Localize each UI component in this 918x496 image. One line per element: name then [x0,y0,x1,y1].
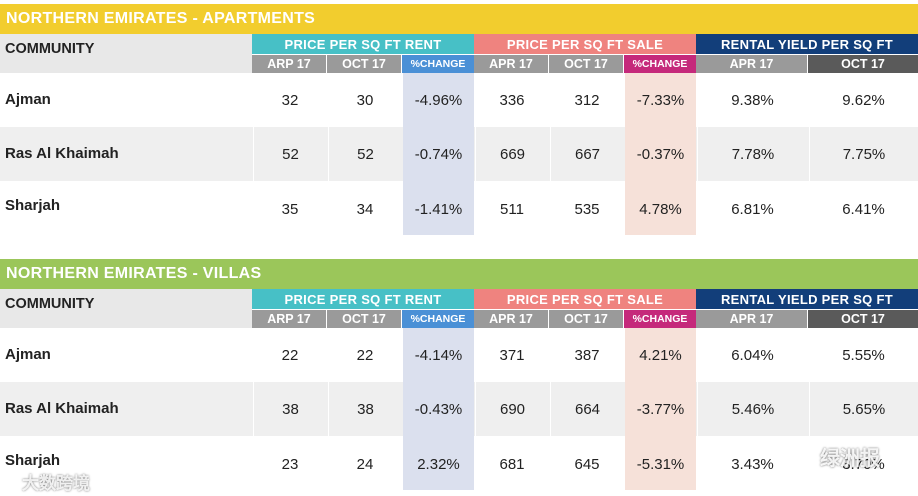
rent-group-header: PRICE PER SQ FT RENT [252,289,474,309]
community-name: Ras Al Khaimah [5,145,119,162]
community-header: COMMUNITY [0,34,252,73]
cell-sale-change: 4.78% [625,181,696,235]
rent-oct-subheader: OCT 17 [327,310,401,328]
cell-sale-change: -5.31% [625,436,696,490]
sale-group-header: PRICE PER SQ FT SALE [474,289,696,309]
rent-apr-subheader: ARP 17 [252,55,326,73]
cell-sale-change: -3.77% [625,382,696,436]
rent-group-header: PRICE PER SQ FT RENT [252,34,474,54]
cell-yield-oct: 9.62% [842,91,885,109]
cell-sale-change: -7.33% [625,73,696,127]
watermark-right: 绿洲报 [784,442,880,471]
cell-yield-oct: 5.55% [842,346,885,364]
villas-table: COMMUNITY PRICE PER SQ FT RENT PRICE PER S… [0,289,918,490]
sale-oct-subheader: OCT 17 [549,55,623,73]
yield-oct-subheader: OCT 17 [808,55,918,73]
sale-apr-subheader: APR 17 [474,55,548,73]
cell-yield-apr: 3.43% [731,456,774,473]
cell-sale-apr: 669 [475,127,549,181]
cell-sale-change: -0.37% [625,127,696,181]
apartments-title: NORTHERN EMIRATES - APARTMENTS [0,4,918,34]
community-name: Ras Al Khaimah [5,400,119,417]
cell-sale-oct: 664 [550,382,624,436]
cell-rent-apr: 23 [281,456,299,473]
sale-change-subheader: %CHANGE [624,310,696,328]
cell-yield-apr: 7.78% [697,127,808,181]
rent-change-subheader: %CHANGE [402,310,474,328]
rent-change-subheader: %CHANGE [402,55,474,73]
cell-sale-oct: 312 [574,91,600,109]
cell-rent-oct: 24 [356,456,374,473]
cell-yield-oct: 3.70% [842,456,885,473]
cell-sale-oct: 535 [574,201,600,218]
sale-change-subheader: %CHANGE [624,55,696,73]
cell-rent-apr: 22 [281,346,299,364]
cell-rent-change: -0.43% [403,382,474,436]
cell-yield-apr: 6.81% [731,201,774,218]
cell-sale-oct: 645 [574,456,600,473]
rent-oct-subheader: OCT 17 [327,55,401,73]
cell-rent-apr: 35 [281,201,299,218]
sale-oct-subheader: OCT 17 [549,310,623,328]
cell-rent-oct: 38 [328,382,402,436]
cell-rent-change: -1.41% [403,181,474,235]
watermark-right-text: 绿洲报 [820,448,880,470]
cell-sale-apr: 336 [499,91,525,109]
cell-rent-change: -0.74% [403,127,474,181]
cell-rent-change: -4.96% [403,73,474,127]
cell-yield-oct: 7.75% [809,127,918,181]
cell-rent-apr: 38 [253,382,327,436]
cell-yield-apr: 6.04% [731,346,774,364]
rent-apr-subheader: ARP 17 [252,310,326,328]
cell-rent-change: -4.14% [403,328,474,382]
sale-apr-subheader: APR 17 [474,310,548,328]
watermark-left-text: 大数跨境 [22,474,90,493]
cell-rent-apr: 32 [281,91,299,109]
community-name: Ajman [5,91,51,108]
apartments-table: COMMUNITY PRICE PER SQ FT RENT PRICE PER S… [0,34,918,235]
yield-group-header: RENTAL YIELD PER SQ FT [696,34,918,54]
watermark-left: 大数跨境 [22,469,90,494]
apartments-section: NORTHERN EMIRATES - APARTMENTS COMMUNITY… [0,4,918,235]
cell-rent-oct: 22 [356,346,374,364]
yield-apr-subheader: APR 17 [696,310,807,328]
community-header: COMMUNITY [0,289,252,328]
cell-sale-apr: 681 [499,456,525,473]
yield-oct-subheader: OCT 17 [808,310,918,328]
cell-rent-oct: 34 [356,201,374,218]
cell-yield-apr: 5.46% [697,382,808,436]
cell-sale-oct: 667 [550,127,624,181]
cell-sale-apr: 511 [500,201,524,218]
cell-rent-change: 2.32% [403,436,474,490]
cell-rent-oct: 30 [356,91,374,109]
villas-title: NORTHERN EMIRATES - VILLAS [0,259,918,289]
cell-sale-oct: 387 [574,346,600,364]
villas-section: NORTHERN EMIRATES - VILLAS COMMUNITY PRIC… [0,259,918,490]
community-name: Sharjah [5,452,61,469]
community-name: Sharjah [5,197,61,214]
cell-yield-apr: 9.38% [731,91,774,109]
cell-rent-apr: 52 [253,127,327,181]
cell-sale-apr: 690 [475,382,549,436]
yield-apr-subheader: APR 17 [696,55,807,73]
sale-group-header: PRICE PER SQ FT SALE [474,34,696,54]
yield-group-header: RENTAL YIELD PER SQ FT [696,289,918,309]
community-name: Ajman [5,346,51,363]
cell-rent-oct: 52 [328,127,402,181]
cell-yield-oct: 5.65% [809,382,918,436]
wechat-icon [784,445,813,466]
cell-sale-change: 4.21% [625,328,696,382]
cell-sale-apr: 371 [499,346,525,364]
cell-yield-oct: 6.41% [842,201,885,218]
